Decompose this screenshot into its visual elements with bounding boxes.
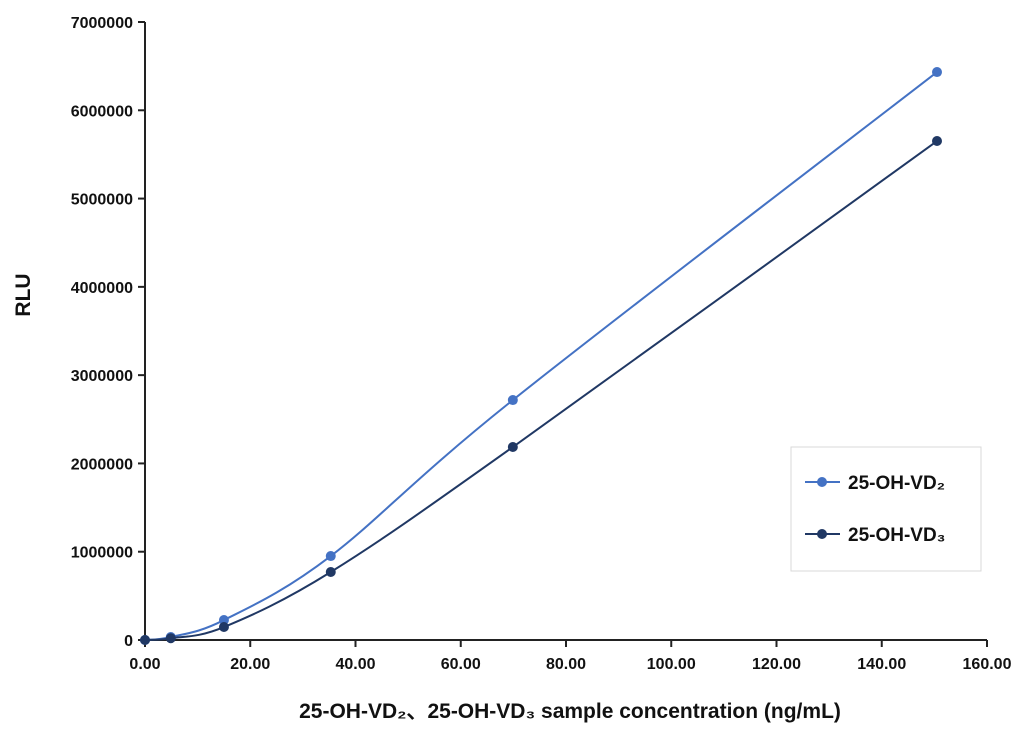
data-point (507, 442, 518, 453)
legend-marker (817, 477, 827, 487)
y-tick-label: 0 (124, 633, 133, 650)
data-point (932, 67, 943, 78)
x-tick-label: 160.00 (963, 656, 1012, 673)
y-tick-label: 4000000 (71, 280, 133, 297)
data-point (325, 551, 336, 562)
x-tick-label: 140.00 (857, 656, 906, 673)
x-axis-label: 25-OH-VD₂、25-OH-VD₃ sample concentration… (299, 700, 841, 723)
legend-box (790, 446, 982, 572)
data-point (325, 567, 336, 578)
x-tick-label: 120.00 (752, 656, 801, 673)
series-line (144, 140, 938, 641)
x-tick-label: 60.00 (441, 656, 481, 673)
axes (138, 21, 988, 647)
x-tick-label: 0.00 (129, 656, 160, 673)
y-tick-label: 7000000 (71, 15, 133, 32)
data-point (218, 615, 229, 626)
y-tick-label: 1000000 (71, 545, 133, 562)
legend: 25-OH-VD₂ 25-OH-VD₃ (790, 446, 982, 572)
data-point (218, 622, 229, 633)
tick-labels: 0.00 20.00 40.00 60.00 80.00 100.00 120.00 140.… (71, 15, 1012, 673)
x-tick-label: 20.00 (230, 656, 270, 673)
y-tick-label: 3000000 (71, 368, 133, 385)
y-axis-label: RLU (12, 273, 35, 316)
legend-label: 25-OH-VD₃ (848, 525, 945, 546)
legend-marker (817, 529, 827, 539)
x-tick-label: 100.00 (647, 656, 696, 673)
y-tick-label: 5000000 (71, 192, 133, 209)
data-point (932, 136, 943, 147)
series-layer (140, 67, 943, 645)
series-line (144, 71, 938, 641)
data-point (140, 635, 150, 645)
data-point (165, 633, 176, 644)
data-point (507, 395, 518, 406)
y-tick-label: 6000000 (71, 103, 133, 120)
x-tick-label: 80.00 (546, 656, 586, 673)
y-tick-label: 2000000 (71, 456, 133, 473)
x-tick-label: 40.00 (335, 656, 375, 673)
legend-label: 25-OH-VD₂ (848, 473, 945, 494)
